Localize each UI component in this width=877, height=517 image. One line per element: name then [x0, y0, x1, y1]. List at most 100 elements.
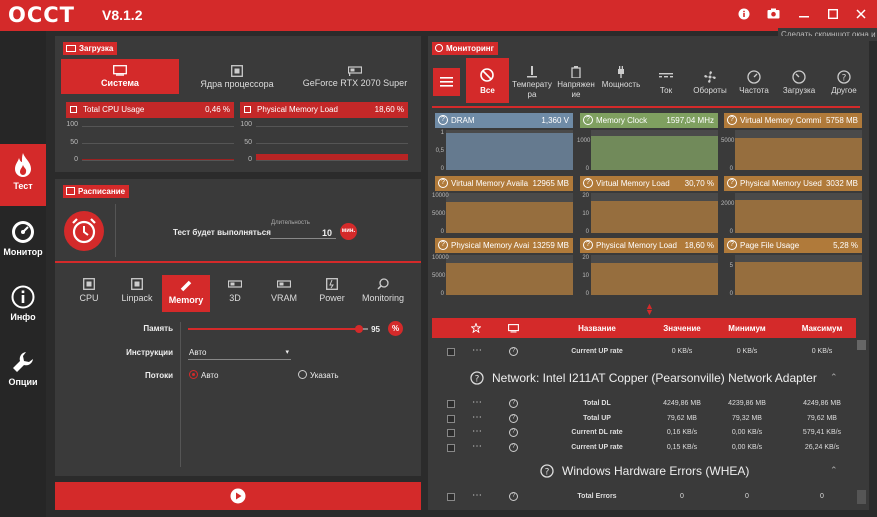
- table-row[interactable]: ⋯? Current UP rate 0,15 KB/s 0,00 KB/s 26,24…: [432, 441, 858, 455]
- sensor-card-axis-tick: 5000: [721, 138, 735, 144]
- cat-voltage[interactable]: Напряжение: [556, 66, 596, 100]
- sensor-card-value: 5758 MB: [825, 116, 858, 125]
- sensor-card[interactable]: ? Memory Clock 1597,04 MHz 1000 0: [577, 113, 718, 172]
- scrollbar-thumb-bottom[interactable]: [857, 490, 866, 504]
- cat-other[interactable]: ? Другое: [824, 70, 864, 95]
- resize-handle-icon[interactable]: ▲ ▼: [645, 301, 654, 317]
- chevron-up-icon[interactable]: ⌃: [830, 465, 838, 475]
- chevron-up-icon[interactable]: ⌃: [830, 372, 838, 382]
- sensor-card[interactable]: ? Page File Usage 5,28 % 5 0: [724, 238, 862, 297]
- test-tab-power[interactable]: Power: [313, 273, 351, 310]
- nav-monitor[interactable]: Монитор: [0, 212, 46, 274]
- search-icon: [377, 278, 389, 290]
- sensor-card[interactable]: ? Physical Memory Load 18,60 % 20 10 0: [580, 238, 718, 297]
- monitor-icon: [66, 45, 76, 52]
- col-min[interactable]: Минимум: [728, 324, 766, 333]
- threads-radio-auto[interactable]: [189, 370, 198, 379]
- table-row[interactable]: ⋯? Total UP 79,62 MB 79,32 MB 79,62 MB: [432, 412, 858, 426]
- more-icon[interactable]: ⋯: [472, 345, 482, 356]
- monitor-icon[interactable]: [508, 324, 519, 333]
- col-name[interactable]: Название: [578, 324, 616, 333]
- test-tab-vram[interactable]: VRAM: [265, 273, 303, 310]
- sensor-card[interactable]: ? Physical Memory Avai 13259 MB 10000 5000 0: [432, 238, 573, 297]
- nav-options[interactable]: Опции: [0, 342, 46, 404]
- test-tab-linpack[interactable]: Linpack: [117, 273, 157, 310]
- row-checkbox[interactable]: [447, 348, 455, 356]
- app-version: V8.1.2: [102, 7, 143, 23]
- sensor-card[interactable]: ? Virtual Memory Availa 12965 MB 10000 5000 0: [432, 176, 573, 235]
- menu-button[interactable]: [433, 68, 460, 96]
- tab-gpu[interactable]: GeForce RTX 2070 Super: [295, 59, 415, 94]
- memory-slider-track[interactable]: [188, 325, 368, 333]
- sensor-card-fill: [446, 132, 573, 170]
- more-icon[interactable]: ⋯: [472, 397, 482, 408]
- sensor-card[interactable]: ? Virtual Memory Commi 5758 MB 5000 0: [721, 113, 862, 172]
- row-min: 0: [745, 493, 749, 500]
- info-icon[interactable]: [737, 8, 751, 22]
- table-row[interactable]: ⋯? Current UP rate 0 KB/s 0 KB/s 0 KB/s: [432, 345, 858, 359]
- tab-system[interactable]: Система: [61, 59, 179, 94]
- more-icon[interactable]: ⋯: [472, 440, 482, 452]
- maximize-icon[interactable]: [826, 8, 840, 22]
- cat-fans[interactable]: Обороты: [688, 70, 732, 95]
- row-value: 0,15 KB/s: [666, 443, 698, 451]
- memory-slider-handle[interactable]: [355, 325, 363, 333]
- instructions-label: Инструкции: [126, 348, 173, 357]
- network-section-header[interactable]: ? Network: Intel I211AT Copper (Pearsonv…: [432, 366, 858, 390]
- row-checkbox[interactable]: [447, 414, 455, 423]
- whea-section-header[interactable]: ? Windows Hardware Errors (WHEA) ⌃: [432, 459, 858, 483]
- row-checkbox[interactable]: [447, 429, 455, 437]
- row-max: 26,24 KB/s: [804, 443, 840, 451]
- sensor-card[interactable]: ? DRAM 1,360 V 1 0,5 0: [435, 113, 573, 172]
- power-icon: [326, 278, 338, 290]
- threads-radio-custom[interactable]: [298, 370, 307, 379]
- col-max[interactable]: Максимум: [801, 324, 843, 333]
- nav-test[interactable]: Тест: [0, 144, 46, 206]
- threads-auto-label: Авто: [201, 371, 219, 380]
- table-row[interactable]: ⋯? Total DL 4249,86 MB 4239,86 MB 4249,86 MB: [432, 397, 858, 411]
- cat-load[interactable]: Загрузка: [778, 70, 820, 95]
- table-row[interactable]: ⋯? Total Errors 0 0 0: [432, 490, 858, 504]
- cat-frequency[interactable]: Частота: [734, 70, 774, 95]
- test-tab-cpu[interactable]: CPU: [73, 273, 105, 310]
- row-checkbox[interactable]: [447, 493, 455, 501]
- minimize-icon[interactable]: [797, 8, 811, 22]
- row-checkbox[interactable]: [447, 443, 455, 452]
- sensor-card-plot: 20 10 0: [582, 255, 718, 297]
- cat-all[interactable]: Все: [466, 58, 509, 103]
- sensor-card-fill: [591, 263, 718, 295]
- whea-section-title: Windows Hardware Errors (WHEA): [562, 464, 750, 478]
- duration-input[interactable]: 10: [270, 228, 336, 239]
- start-button[interactable]: [55, 482, 421, 510]
- star-icon[interactable]: [471, 323, 481, 333]
- tab-system-label: Система: [101, 78, 139, 88]
- nav-info[interactable]: Инфо: [0, 277, 46, 339]
- table-row[interactable]: ⋯? Current DL rate 0,16 KB/s 0,00 KB/s 579,4…: [432, 426, 858, 440]
- cpu-gridline: [82, 160, 234, 161]
- question-icon: ?: [509, 442, 518, 452]
- test-tab-monitoring[interactable]: Monitoring: [357, 273, 409, 310]
- close-icon[interactable]: [854, 8, 868, 22]
- more-icon[interactable]: ⋯: [472, 411, 482, 423]
- question-icon: ?: [438, 240, 448, 250]
- test-tab-monitoring-label: Monitoring: [361, 293, 405, 303]
- cat-temperature[interactable]: Температура: [512, 66, 552, 100]
- tab-cores[interactable]: Ядра процессора: [185, 59, 289, 94]
- camera-icon[interactable]: [766, 8, 780, 22]
- instructions-select[interactable]: Авто ▾: [188, 346, 291, 360]
- test-tab-memory[interactable]: Memory: [162, 275, 210, 312]
- cat-power[interactable]: Мощность: [600, 66, 642, 90]
- row-checkbox[interactable]: [447, 400, 455, 408]
- sensor-card[interactable]: ? Virtual Memory Load 30,70 % 20 10 0: [580, 176, 718, 235]
- sensor-card-value: 1597,04 MHz: [666, 116, 714, 125]
- more-icon[interactable]: ⋯: [472, 426, 482, 437]
- row-value: 0: [680, 493, 684, 500]
- sensor-card-name: Physical Memory Load: [596, 241, 677, 250]
- col-value[interactable]: Значение: [663, 324, 701, 333]
- sensor-card[interactable]: ? Physical Memory Used 3032 MB 2000 0: [721, 176, 862, 235]
- scrollbar-thumb[interactable]: [857, 340, 866, 350]
- test-tab-3d[interactable]: 3D: [218, 273, 252, 310]
- question-icon: ?: [583, 178, 593, 188]
- more-icon[interactable]: ⋯: [472, 490, 482, 501]
- cat-current[interactable]: Ток: [646, 70, 686, 95]
